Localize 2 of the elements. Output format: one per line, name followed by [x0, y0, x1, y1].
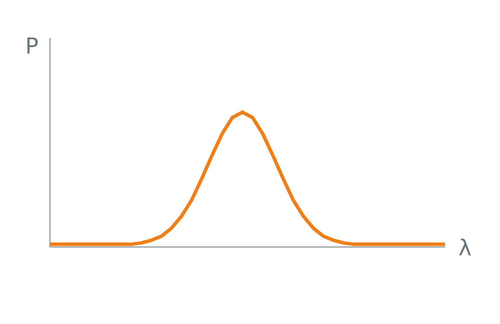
x-axis-title: λ [459, 238, 471, 256]
y-axis-title: P [27, 38, 38, 54]
